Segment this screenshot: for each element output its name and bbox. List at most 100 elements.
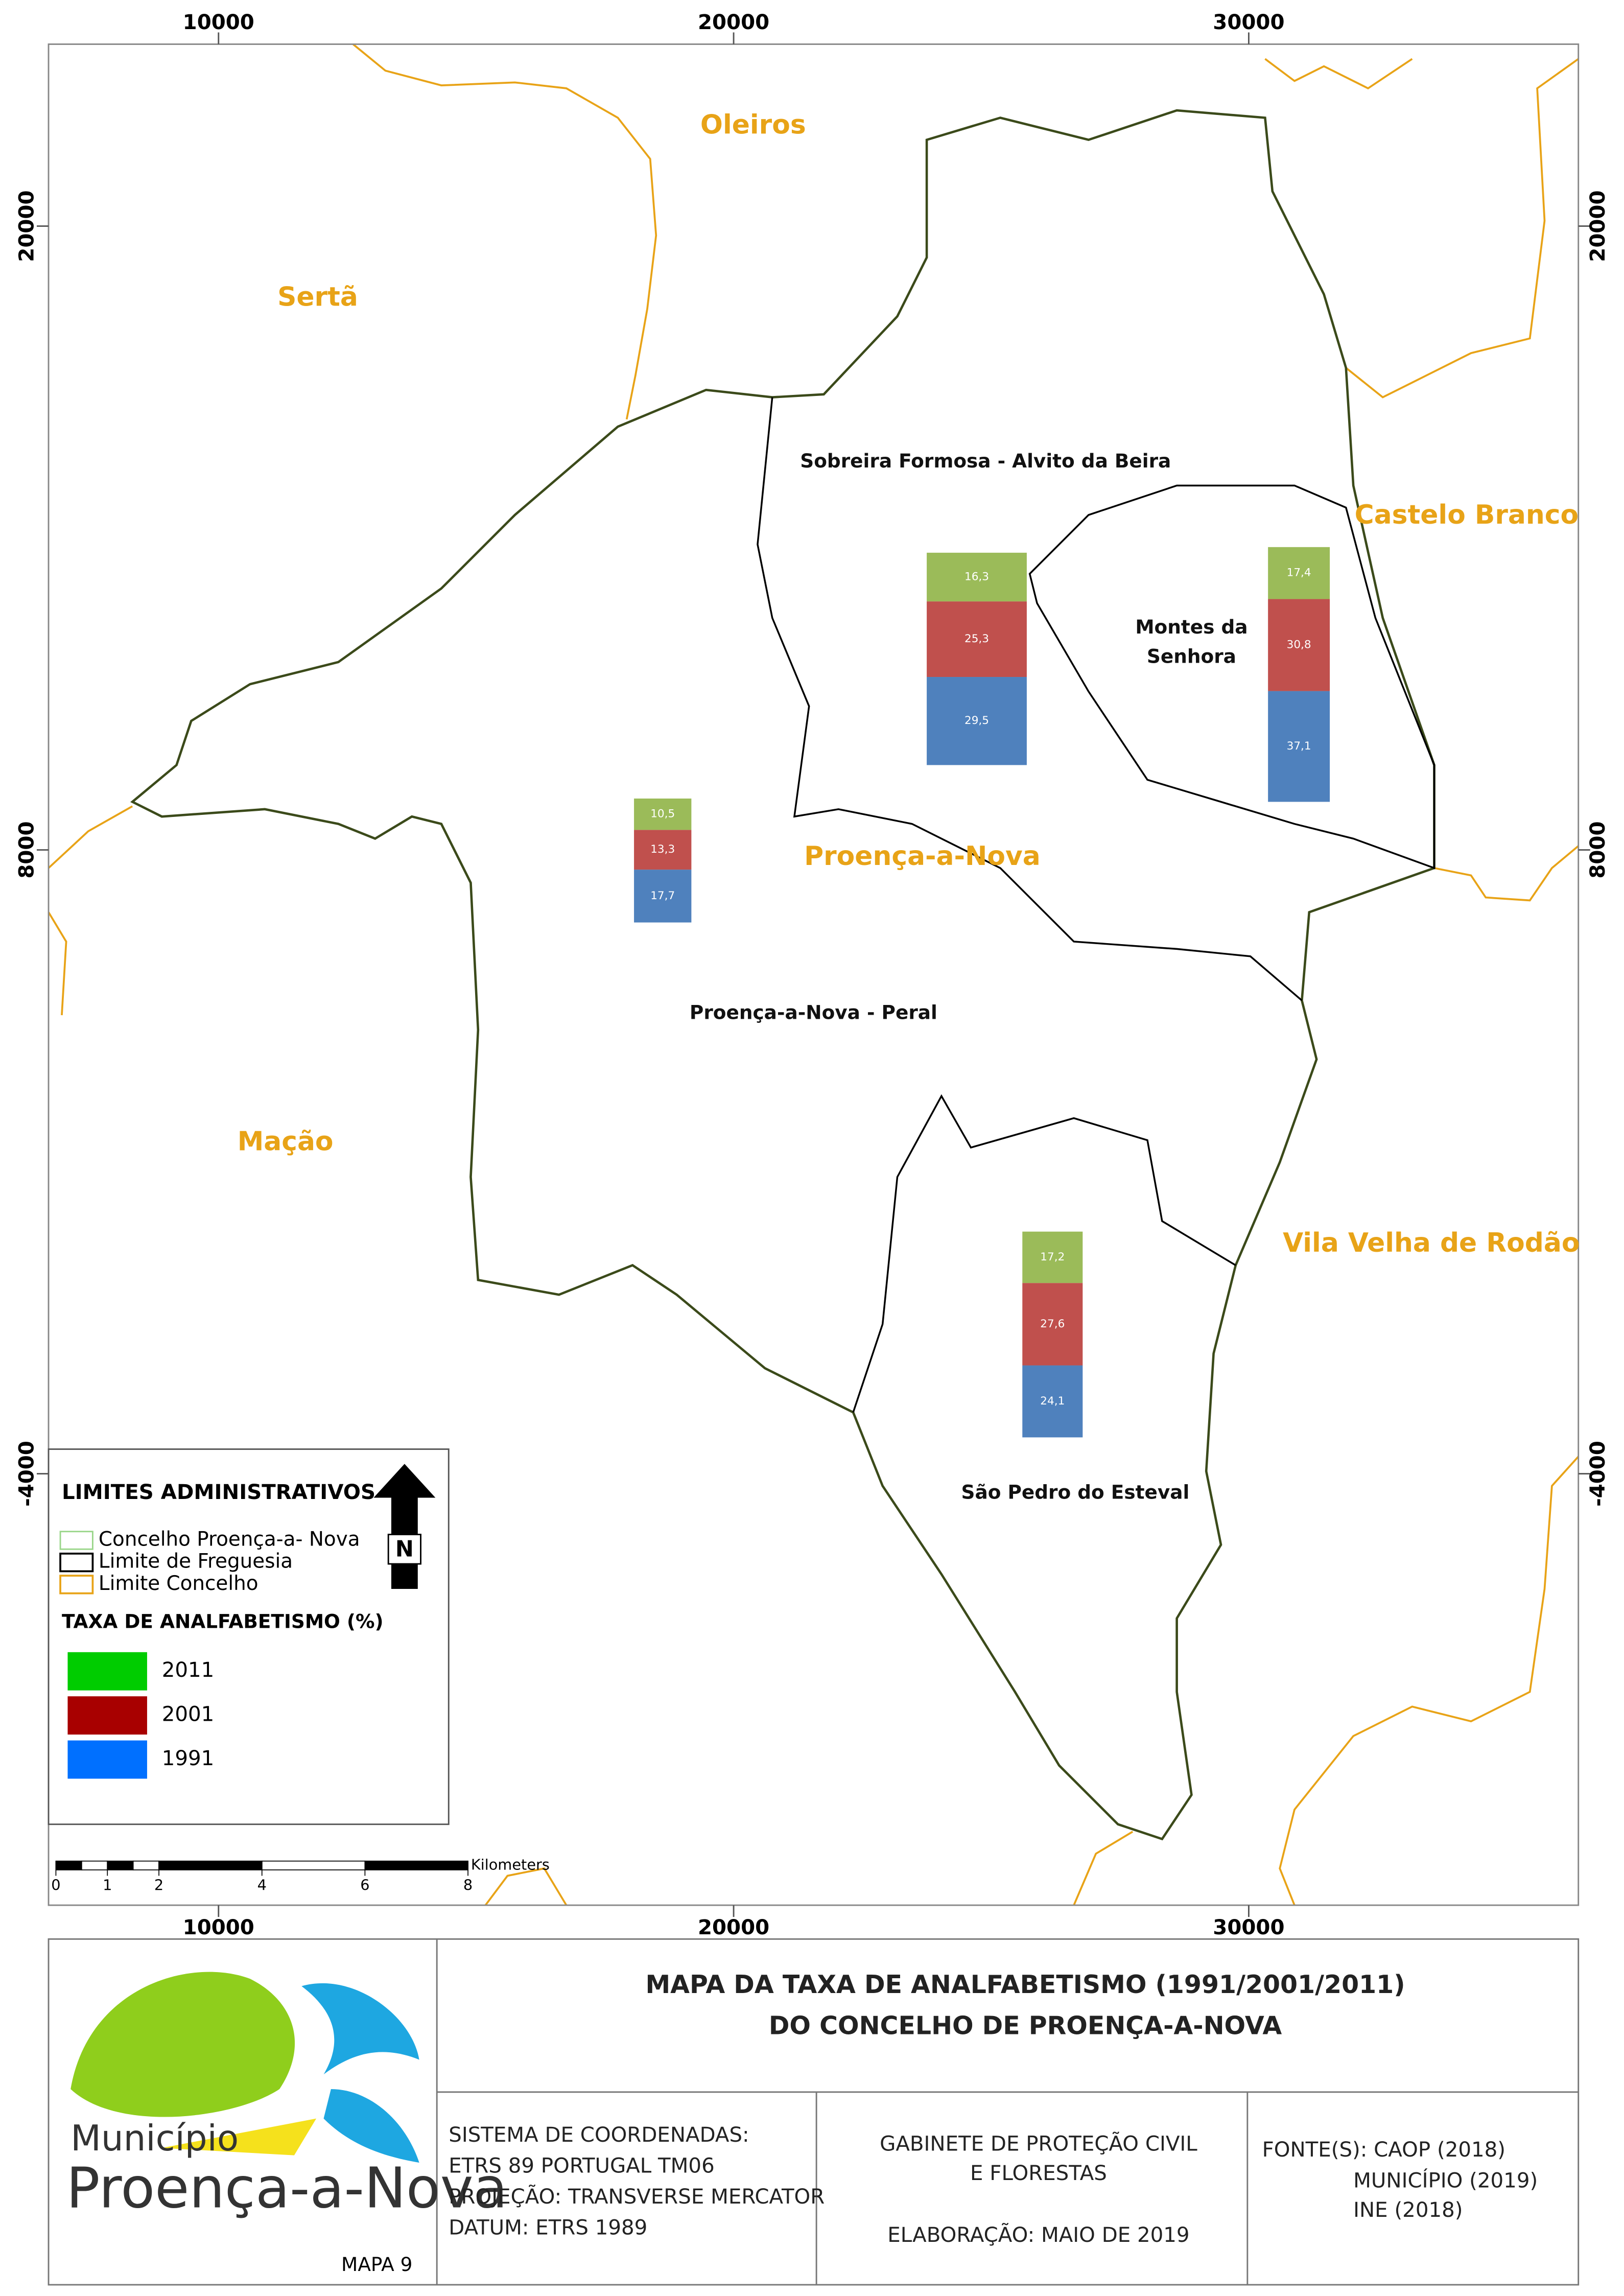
concelho-label: Mação xyxy=(238,1126,334,1157)
scale-label: 0 xyxy=(51,1877,60,1894)
municipality-boundary xyxy=(130,109,1435,1841)
office-info: E FLORESTAS xyxy=(970,2161,1107,2185)
bar-segment xyxy=(1022,1231,1083,1283)
concelho-boundary xyxy=(48,805,133,869)
bar-value-label: 25,3 xyxy=(964,632,989,645)
north-label: N xyxy=(395,1537,414,1562)
y-tick-label: -4000 xyxy=(1586,1441,1610,1507)
office-info: GABINETE DE PROTEÇÃO CIVIL xyxy=(880,2131,1197,2156)
coordinate-info: ETRS 89 PORTUGAL TM06 xyxy=(449,2154,714,2178)
freguesia-boundary xyxy=(757,397,1303,1001)
bar-segment xyxy=(634,798,692,830)
map-number: MAPA 9 xyxy=(341,2253,412,2276)
logo-shape xyxy=(161,2118,317,2156)
scale-label: 8 xyxy=(463,1877,473,1894)
concelho-boundary xyxy=(1434,845,1579,902)
bar-segment xyxy=(1022,1365,1083,1438)
bar-segment xyxy=(1022,1283,1083,1366)
bar-value-label: 17,7 xyxy=(650,889,675,902)
coordinate-info: DATUM: ETRS 1989 xyxy=(449,2216,647,2240)
bar-segment xyxy=(927,677,1027,765)
freguesia-label: Senhora xyxy=(1147,645,1236,668)
boundaries xyxy=(48,43,1580,1906)
logo: Município Proença-a-Nova MAPA 9 xyxy=(66,1972,508,2276)
y-tick-label: 20000 xyxy=(15,191,39,262)
bar-segment xyxy=(1268,691,1330,802)
title: MAPA DA TAXA DE ANALFABETISMO (1991/2001… xyxy=(645,1970,1405,1999)
title: DO CONCELHO DE PROENÇA-A-NOVA xyxy=(769,2011,1282,2041)
concelho-label: Oleiros xyxy=(700,110,806,140)
title-frame xyxy=(48,1938,1580,2286)
scale-segment xyxy=(261,1860,366,1870)
logo-text: Proença-a-Nova xyxy=(66,2155,508,2220)
concelho-label: Castelo Branco xyxy=(1355,500,1579,530)
map-frame xyxy=(48,43,1580,1906)
bar-segment xyxy=(927,552,1027,602)
bar-value-label: 17,2 xyxy=(1040,1251,1065,1263)
scale-label: 2 xyxy=(154,1877,163,1894)
scale-segment xyxy=(364,1860,468,1870)
bar-value-label: 30,8 xyxy=(1287,639,1311,651)
concelho-label: Vila Velha de Rodão xyxy=(1283,1228,1580,1258)
scale-segment xyxy=(81,1860,108,1870)
scale-label: 1 xyxy=(103,1877,112,1894)
x-tick-label: 30000 xyxy=(1213,1915,1284,1939)
bar-value-label: 17,4 xyxy=(1287,567,1311,579)
scale-label: 4 xyxy=(257,1877,267,1894)
concelho-boundary xyxy=(484,1867,568,1906)
concelho-boundary xyxy=(1279,1456,1580,1906)
legend-title: TAXA DE ANALFABETISMO (%) xyxy=(62,1610,384,1633)
source-info: MUNICÍPIO (2019) xyxy=(1353,2168,1538,2192)
legend-swatch xyxy=(59,1575,94,1595)
y-tick-label: 20000 xyxy=(1586,191,1610,262)
bar-value-label: 13,3 xyxy=(650,843,675,856)
concelho-boundary xyxy=(1345,58,1579,399)
bar-value-label: 10,5 xyxy=(650,808,675,821)
legend-label: 2011 xyxy=(162,1658,215,1682)
freguesia-boundary xyxy=(1028,484,1435,870)
y-tick-label: -4000 xyxy=(15,1441,39,1507)
x-tick-label: 20000 xyxy=(698,10,769,34)
legend-label: Concelho Proença-a- Nova xyxy=(99,1528,360,1551)
bar-segment xyxy=(634,830,692,870)
freguesia-label: São Pedro do Esteval xyxy=(961,1481,1190,1503)
bar-value-label: 37,1 xyxy=(1287,740,1311,753)
legend-swatch xyxy=(67,1696,147,1735)
y-tick-label: 8000 xyxy=(1586,822,1610,879)
concelho-label: Sertã xyxy=(277,282,358,313)
legend-label: 1991 xyxy=(162,1746,215,1770)
x-tick-label: 30000 xyxy=(1213,10,1284,34)
concelho-boundary xyxy=(1073,1831,1134,1906)
scale-label: 6 xyxy=(360,1877,369,1894)
scale-unit: Kilometers xyxy=(471,1856,550,1873)
logo-shape xyxy=(70,1972,295,2117)
scale-segment xyxy=(132,1860,159,1870)
legend-swatch xyxy=(67,1740,147,1779)
coordinate-info: PROJEÇÃO: TRANSVERSE MERCATOR xyxy=(449,2184,825,2209)
legend-title: LIMITES ADMINISTRATIVOS xyxy=(62,1480,375,1504)
x-tick-label: 20000 xyxy=(698,1915,769,1939)
bar-value-label: 16,3 xyxy=(964,570,989,583)
map-layer: 10000 10000 20000 20000 30000 30000 20000 20000… xyxy=(15,10,1610,1939)
logo-shape xyxy=(323,2089,419,2163)
freguesia-label: Sobreira Formosa - Alvito da Beira xyxy=(800,450,1171,472)
source-info: FONTE(S): CAOP (2018) xyxy=(1262,2138,1505,2162)
legend-swatch xyxy=(59,1531,93,1550)
north-arrow xyxy=(387,1534,421,1565)
bar-value-label: 27,6 xyxy=(1040,1318,1065,1330)
concelho-boundary xyxy=(1264,58,1413,90)
concelho-boundary xyxy=(352,43,657,420)
north-arrow xyxy=(373,1464,436,1589)
title-block xyxy=(48,1938,1580,2286)
legend-label: Limite de Freguesia xyxy=(99,1550,293,1573)
legend-label: Limite Concelho xyxy=(99,1572,258,1595)
bar-value-label: 29,5 xyxy=(964,714,989,727)
y-tick-label: 8000 xyxy=(15,822,39,879)
scale-segment xyxy=(107,1860,134,1870)
scale-segment xyxy=(158,1860,263,1870)
freguesia-label: Montes da xyxy=(1135,616,1248,638)
concelho-label: Proença-a-Nova xyxy=(804,841,1041,872)
